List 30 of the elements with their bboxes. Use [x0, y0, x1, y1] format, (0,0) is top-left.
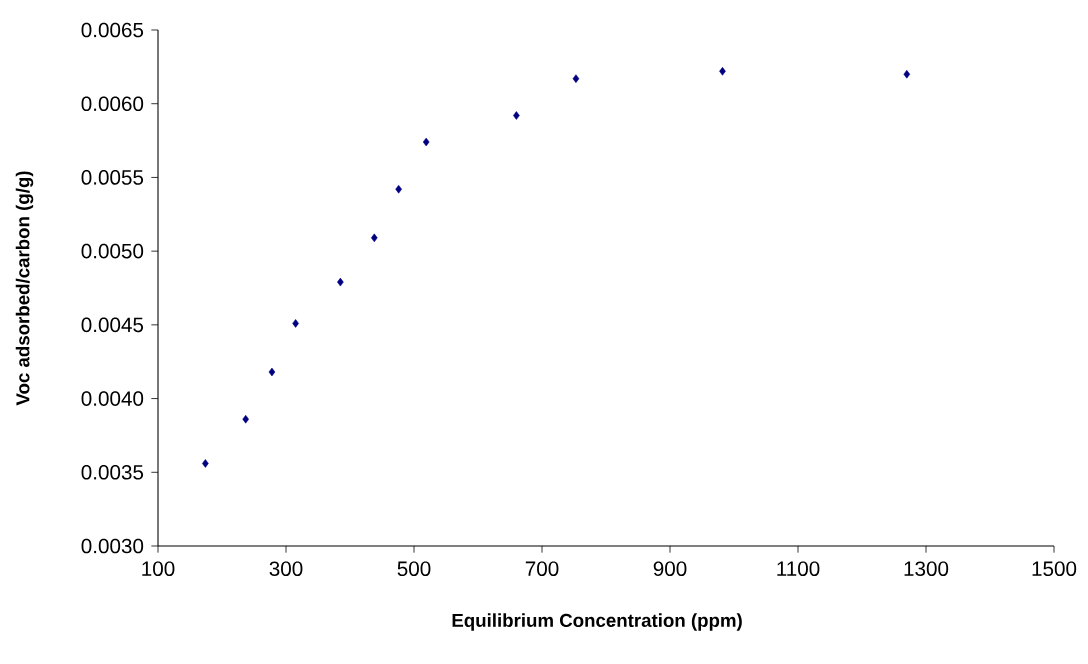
point	[422, 137, 430, 147]
point	[337, 277, 344, 287]
y-tick-label: 0.0050	[81, 243, 144, 259]
point	[719, 67, 726, 76]
x-tick-label: 100	[142, 561, 175, 577]
point	[242, 414, 249, 424]
y-tick-label: 0.0030	[81, 538, 144, 554]
x-tick-label: 300	[269, 561, 303, 577]
x-axis-title: Equilibrium Concentration (ppm)	[452, 613, 742, 631]
x-tick-label: 700	[525, 561, 559, 577]
x-tick-label: 500	[397, 561, 431, 577]
x-tick-label: 900	[653, 561, 687, 577]
point	[395, 184, 402, 194]
point	[268, 367, 276, 377]
x-tick-label: 1500	[1032, 561, 1077, 577]
y-tick-label: 0.0045	[81, 317, 144, 333]
y-tick-label: 0.0055	[81, 170, 144, 185]
y-tick-label: 0.0035	[81, 464, 144, 480]
point	[903, 69, 911, 79]
point	[572, 74, 580, 83]
y-tick-label: 0.0060	[81, 96, 144, 112]
point	[513, 111, 520, 120]
x-tick-label: 1100	[777, 561, 820, 577]
point	[202, 459, 209, 468]
x-tick-label: 1300	[904, 561, 949, 577]
y-axis-title: Voc adsorbed/carbon (g/g)	[15, 171, 34, 406]
point	[371, 233, 378, 243]
y-tick-label: 0.0065	[81, 22, 144, 38]
point	[292, 319, 299, 328]
y-tick-label: 0.0040	[81, 391, 144, 406]
